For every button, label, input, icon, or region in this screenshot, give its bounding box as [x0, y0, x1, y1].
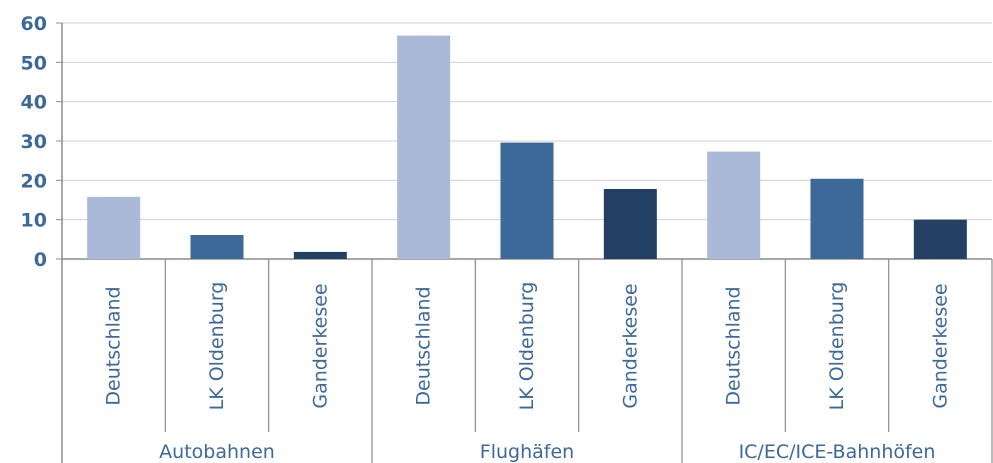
category-label: Ganderkesee: [929, 283, 951, 408]
bar-deutschland: [87, 196, 141, 259]
y-tick-label: 10: [21, 210, 47, 232]
category-label: LK Oldenburg: [206, 282, 228, 411]
y-tick-label: 60: [21, 13, 47, 35]
category-label: LK Oldenburg: [516, 282, 538, 411]
y-tick-label: 50: [21, 52, 47, 74]
bar-lk-oldenburg: [190, 235, 244, 259]
y-tick-label: 30: [21, 131, 47, 153]
category-label: Deutschland: [103, 286, 125, 405]
group-label: Flughäfen: [480, 441, 574, 463]
category-label: Deutschland: [723, 286, 745, 405]
category-label: LK Oldenburg: [826, 282, 848, 411]
bar-lk-oldenburg: [810, 178, 864, 259]
bar-deutschland: [707, 151, 761, 259]
bar-ganderkesee: [603, 188, 657, 259]
bar-ganderkesee: [293, 251, 347, 259]
y-tick-label: 0: [34, 249, 47, 271]
category-label: Ganderkesee: [619, 283, 641, 408]
bar-deutschland: [397, 35, 451, 259]
category-label: Ganderkesee: [309, 283, 331, 408]
bar-ganderkesee: [913, 219, 967, 259]
y-tick-label: 40: [21, 92, 47, 114]
group-label: IC/EC/ICE-Bahnhöfen: [739, 441, 936, 463]
category-label: Deutschland: [413, 286, 435, 405]
bar-lk-oldenburg: [500, 142, 554, 259]
group-label: Autobahnen: [159, 441, 275, 463]
y-tick-label: 20: [21, 170, 47, 192]
